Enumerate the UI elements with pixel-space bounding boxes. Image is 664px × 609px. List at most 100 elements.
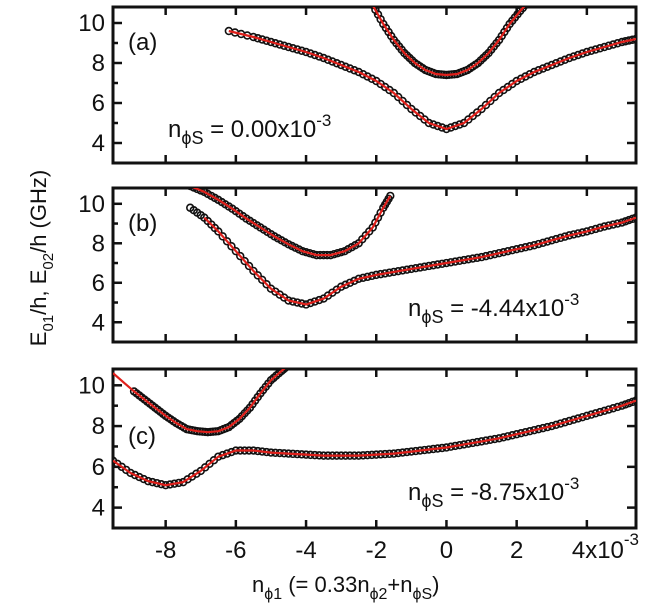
data-point-a-0 xyxy=(336,60,346,70)
annotation-c: nϕS = -8.75x10-3 xyxy=(408,474,579,511)
data-point-c-0 xyxy=(222,449,232,458)
annotation-b: nϕS = -4.44x10-3 xyxy=(408,290,579,327)
panel-frame-c xyxy=(111,367,638,530)
data-point-a-0 xyxy=(547,60,556,70)
data-point-a-0 xyxy=(345,64,355,73)
y-tick-label-a-8: 8 xyxy=(92,50,105,77)
data-point-a-1 xyxy=(525,0,532,5)
data-point-a-0 xyxy=(350,66,359,75)
y-tick-label-a-4: 4 xyxy=(92,130,105,157)
x-axis-label: nϕ1 (= 0.33nϕ2+nϕS) xyxy=(252,572,439,603)
data-point-a-0 xyxy=(530,67,539,77)
x-tick-label--8: -8 xyxy=(155,537,176,564)
x-tick-label--6: -6 xyxy=(225,537,246,564)
data-point-a-0 xyxy=(556,57,565,66)
panel-c: 4 6 8 10 (c) nϕS = -8.75x10-3 xyxy=(78,367,638,530)
data-point-b-0 xyxy=(336,282,346,291)
data-point-a-0 xyxy=(319,53,328,63)
data-point-b-0 xyxy=(631,213,636,222)
panel-label-b: (b) xyxy=(128,210,157,237)
data-point-c-0 xyxy=(135,472,144,482)
y-tick-label-c-8: 8 xyxy=(92,413,105,440)
y-tick-label-c-4: 4 xyxy=(92,495,105,522)
data-point-b-0 xyxy=(218,232,227,241)
x-tick-labels: -8 -6 -4 -2 0 2 4x10-3 xyxy=(155,530,639,564)
fit-line-c-0 xyxy=(113,399,636,487)
data-point-a-0 xyxy=(367,74,377,83)
data-point-a-0 xyxy=(363,72,372,81)
panel-a: 4 6 8 10 (a) nϕS = 0.00x10-3 xyxy=(78,0,638,165)
y-tick-label-c-10: 10 xyxy=(78,372,105,399)
panel-label-c: (c) xyxy=(128,423,156,450)
data-point-b-0 xyxy=(262,280,271,289)
data-point-c-0 xyxy=(139,474,148,484)
data-point-a-0 xyxy=(521,72,530,81)
data-point-c-0 xyxy=(126,468,135,478)
x-tick-label-2: 2 xyxy=(510,537,523,564)
data-point-b-1 xyxy=(386,191,395,201)
data-point-b-0 xyxy=(341,280,350,289)
data-point-a-0 xyxy=(560,55,570,64)
panel-b: 4 6 8 10 (b) nϕS = -4.44x10-3 xyxy=(78,186,638,344)
data-point-b-0 xyxy=(236,251,245,261)
y-tick-label-b-8: 8 xyxy=(92,230,105,257)
data-point-a-0 xyxy=(516,74,526,83)
plot-area-c xyxy=(113,369,636,490)
data-point-b-0 xyxy=(244,261,254,271)
data-point-a-1 xyxy=(530,0,537,1)
data-point-a-0 xyxy=(341,62,350,71)
data-point-b-0 xyxy=(227,242,236,251)
fit-line-b-1 xyxy=(192,188,392,257)
data-point-a-0 xyxy=(543,62,552,71)
data-point-b-0 xyxy=(350,276,359,285)
data-point-c-0 xyxy=(631,396,636,405)
y-tick-label-b-10: 10 xyxy=(78,191,105,218)
data-point-b-0 xyxy=(222,237,232,246)
data-point-b-0 xyxy=(214,227,223,236)
x-tick-label-0: 0 xyxy=(440,537,453,564)
data-point-b-0 xyxy=(345,278,355,287)
data-point-b-0 xyxy=(249,266,258,276)
data-point-a-1 xyxy=(521,7,530,10)
plot-area-b xyxy=(186,188,636,309)
annotation-a: nϕS = 0.00x10-3 xyxy=(168,111,331,148)
panel-frame-b xyxy=(111,186,638,344)
fit-line-c-1 xyxy=(113,369,286,434)
fit-line-a-1 xyxy=(372,7,526,77)
data-point-a-0 xyxy=(538,64,548,73)
data-point-b-0 xyxy=(231,246,241,256)
data-point-a-0 xyxy=(332,59,341,68)
data-point-a-0 xyxy=(455,120,464,129)
data-point-a-1 xyxy=(527,0,534,2)
data-point-a-0 xyxy=(328,57,337,66)
panel-label-a: (a) xyxy=(128,29,157,56)
data-point-c-0 xyxy=(130,470,140,480)
data-point-c-0 xyxy=(218,450,227,460)
data-point-c-1 xyxy=(283,369,291,371)
fit-line-a-0 xyxy=(228,29,636,131)
y-tick-label-a-10: 10 xyxy=(78,10,105,37)
data-point-a-0 xyxy=(551,59,561,68)
data-point-a-0 xyxy=(323,55,333,64)
x-tick-label--4: -4 xyxy=(295,537,316,564)
data-point-b-0 xyxy=(253,271,262,280)
y-tick-label-a-6: 6 xyxy=(92,90,105,117)
x-tick-label--2: -2 xyxy=(366,537,387,564)
data-point-a-0 xyxy=(358,70,368,79)
x-tick-label-4: 4x10-3 xyxy=(572,530,639,564)
y-axis-label: E01/h, E02/h (GHz) xyxy=(26,170,57,346)
data-point-a-0 xyxy=(354,67,363,77)
y-tick-label-b-4: 4 xyxy=(92,309,105,336)
data-point-c-1 xyxy=(287,369,290,370)
data-point-b-0 xyxy=(240,256,249,266)
data-point-a-0 xyxy=(525,70,535,79)
data-point-a-0 xyxy=(534,66,543,75)
data-point-b-0 xyxy=(257,275,267,285)
data-point-a-0 xyxy=(512,76,521,86)
y-tick-label-b-6: 6 xyxy=(92,270,105,297)
data-point-c-1 xyxy=(280,369,290,373)
fit-line-b-0 xyxy=(203,216,636,306)
data-point-c-0 xyxy=(227,447,236,457)
plot-area-a xyxy=(224,0,636,134)
